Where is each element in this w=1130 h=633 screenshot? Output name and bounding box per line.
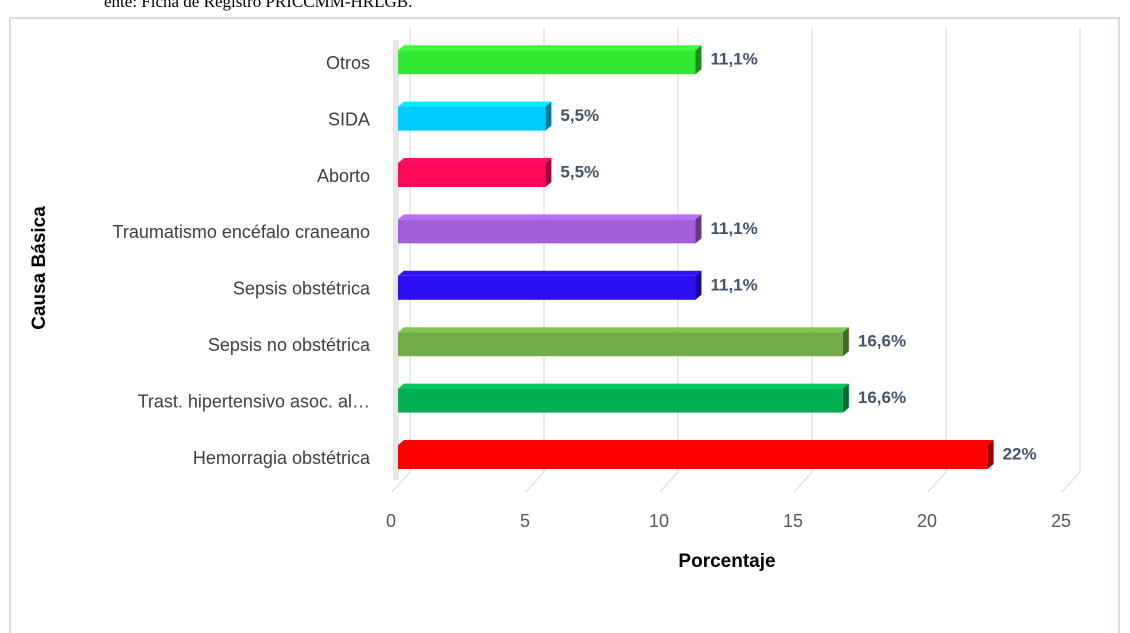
- data-label: 5,5%: [560, 106, 599, 125]
- bar-side: [695, 45, 702, 75]
- data-label: 22%: [1003, 444, 1037, 463]
- bar-top: [398, 45, 702, 51]
- bar: [398, 388, 843, 413]
- bar-side: [545, 101, 552, 131]
- bar-side: [545, 158, 552, 187]
- x-tick-label: 5: [520, 511, 530, 531]
- chart-frame: [9, 17, 1120, 633]
- y-tick-label: Trast. hipertensivo asoc. al…: [138, 391, 370, 411]
- bar: [398, 275, 696, 300]
- y-tick-label: Hemorragia obstétrica: [193, 448, 371, 468]
- bar: [398, 50, 696, 75]
- y-tick-label: Traumatismo encéfalo craneano: [113, 222, 370, 242]
- source-note: ente: Ficha de Registro PRICCMM-HRLGB.: [104, 0, 412, 11]
- bar-side: [842, 327, 849, 357]
- axis-wall: [393, 40, 399, 480]
- bar-side: [695, 270, 702, 300]
- bar-side: [842, 383, 849, 413]
- bar: [398, 219, 696, 244]
- bar-top: [398, 214, 702, 220]
- y-tick-label: Aborto: [317, 166, 370, 186]
- data-label: 11,1%: [710, 275, 757, 294]
- grid-line: [1061, 28, 1081, 493]
- x-tick-label: 25: [1051, 511, 1071, 531]
- x-tick-label: 0: [386, 511, 396, 531]
- grid-line: [793, 28, 813, 493]
- bar-top: [398, 158, 552, 163]
- data-label: 11,1%: [710, 50, 757, 69]
- bar-top: [398, 101, 552, 107]
- bar-top: [398, 327, 849, 333]
- y-tick-label: Sepsis no obstétrica: [208, 335, 371, 355]
- x-tick-label: 20: [917, 511, 937, 531]
- y-tick-label: Sepsis obstétrica: [233, 279, 371, 299]
- y-tick-label: Otros: [326, 53, 370, 73]
- y-axis-title: Causa Básica: [29, 206, 50, 330]
- bars: [398, 45, 994, 469]
- grid-line: [927, 28, 947, 493]
- grid-line: [659, 28, 679, 493]
- bar-top: [398, 383, 849, 389]
- data-label: 16,6%: [858, 388, 906, 407]
- data-label: 11,1%: [710, 219, 757, 238]
- bar: [398, 332, 843, 357]
- x-tick-label: 15: [783, 511, 803, 531]
- bar-side: [987, 440, 994, 469]
- bar-top: [398, 440, 994, 445]
- x-axis-title: Porcentaje: [678, 551, 775, 572]
- bar: [398, 163, 546, 187]
- grid: [391, 28, 1081, 493]
- data-label: 5,5%: [560, 162, 599, 181]
- bar: [398, 106, 546, 131]
- grid-line: [525, 28, 545, 493]
- x-tick-label: 10: [649, 511, 669, 531]
- y-tick-label: SIDA: [328, 109, 370, 129]
- bar-top: [398, 270, 702, 276]
- bar: [398, 445, 988, 469]
- data-label: 16,6%: [858, 332, 906, 351]
- bar-side: [695, 214, 702, 244]
